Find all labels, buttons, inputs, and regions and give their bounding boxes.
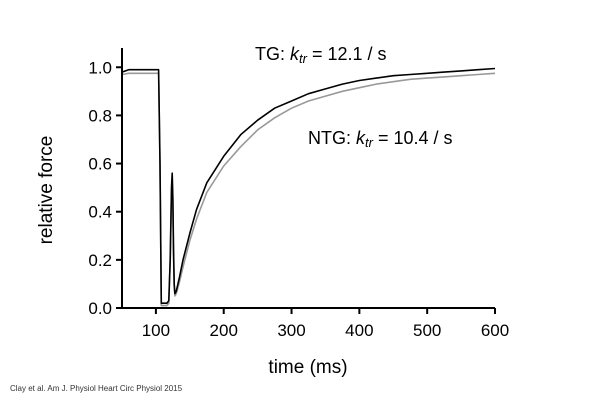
x-tick-label: 400 <box>345 321 373 340</box>
series-line-0 <box>121 67 496 304</box>
annotation-tg-suffix: = 12.1 / s <box>307 44 387 64</box>
x-tick-label: 300 <box>277 321 305 340</box>
series-line-1 <box>121 72 496 307</box>
annotation-tg-symbol: k <box>290 44 300 64</box>
annotation-ntg-subscript: tr <box>365 135 374 150</box>
x-tick-label: 500 <box>413 321 441 340</box>
y-tick-label: 0.6 <box>88 155 112 174</box>
annotation-ntg: NTG: ktr = 10.4 / s <box>308 128 453 150</box>
annotation-ntg-suffix: = 10.4 / s <box>373 128 453 148</box>
annotation-tg-subscript: tr <box>299 51 308 66</box>
annotation-tg: TG: ktr = 12.1 / s <box>255 44 387 66</box>
y-tick-label: 0.0 <box>88 299 112 318</box>
y-tick-label: 0.4 <box>88 203 112 222</box>
source-citation: Clay et al. Am J. Physiol Heart Circ Phy… <box>10 384 183 393</box>
y-axis-label: relative force <box>36 136 57 245</box>
x-axis-label: time (ms) <box>268 357 347 378</box>
ticks-layer: 100 200 300 400 500 600 0.0 0.2 0.4 0.6 0.8 1.0 <box>88 58 509 340</box>
x-tick-label: 200 <box>210 321 238 340</box>
y-tick-label: 0.2 <box>88 251 112 270</box>
x-tick-label: 600 <box>481 321 509 340</box>
annotation-tg-prefix: TG: <box>255 44 290 64</box>
annotation-ntg-symbol: k <box>356 128 366 148</box>
x-tick-label: 100 <box>142 321 170 340</box>
y-tick-label: 1.0 <box>88 58 112 77</box>
y-tick-label: 0.8 <box>88 106 112 125</box>
series-layer <box>121 67 496 307</box>
annotation-ntg-prefix: NTG: <box>308 128 356 148</box>
